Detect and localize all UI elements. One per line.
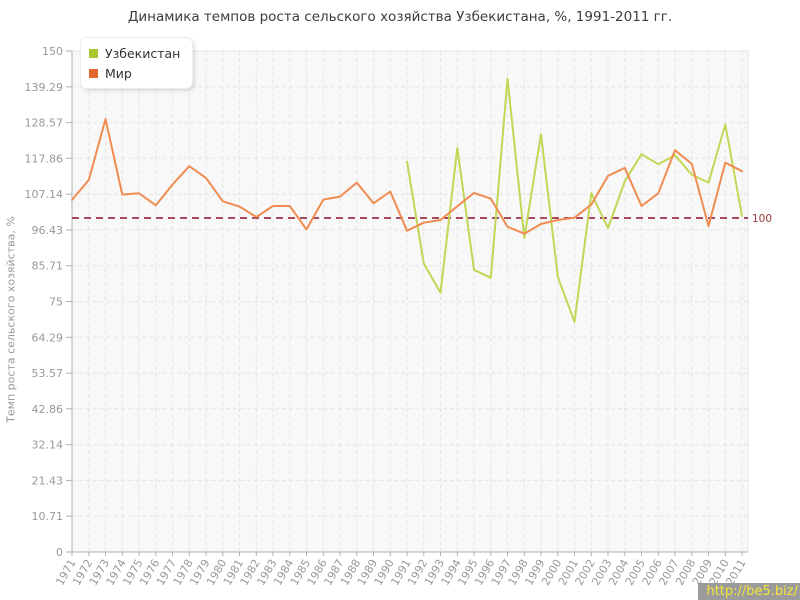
chart-title: Динамика темпов роста сельского хозяйств… [127, 9, 673, 25]
y-axis-label: 10.71 [32, 510, 64, 523]
y-axis-label: 85.71 [32, 260, 64, 273]
legend-label: Узбекистан [105, 45, 181, 61]
y-axis-label: 21.43 [32, 474, 64, 487]
y-axis-label: 32.14 [32, 439, 64, 452]
y-axis-label: 53.57 [32, 367, 64, 380]
y-axis-label: 128.57 [25, 117, 64, 130]
y-axis-label: 42.86 [32, 403, 64, 416]
y-axis-label: 117.86 [25, 152, 64, 165]
legend-item-world[interactable]: Мир [89, 63, 180, 83]
y-axis-label: 0 [56, 546, 63, 559]
y-axis-label: 139.29 [25, 81, 64, 94]
chart-plot: 1971197219731974197519761977197819791980… [25, 45, 773, 588]
chart-legend: Узбекистан Мир [80, 37, 194, 89]
y-axis-label: 64.29 [32, 331, 64, 344]
watermark-link[interactable]: http://be5.biz/ [698, 583, 800, 600]
y-axis-title: Темп роста сельского хозяйства, % [4, 216, 18, 423]
legend-marker [89, 48, 98, 58]
series-line-uzbekistan [406, 77, 743, 323]
y-axis-label: 96.43 [32, 224, 64, 237]
y-axis-label: 107.14 [25, 188, 64, 201]
ref-line-label: 100 [752, 213, 772, 225]
y-axis-label: 75 [49, 296, 63, 309]
legend-marker [89, 68, 98, 78]
legend-item-uzbekistan[interactable]: Узбекистан [89, 43, 180, 63]
series-line-world [71, 118, 743, 235]
legend-label: Мир [105, 65, 132, 81]
y-axis-label: 150 [42, 45, 63, 58]
